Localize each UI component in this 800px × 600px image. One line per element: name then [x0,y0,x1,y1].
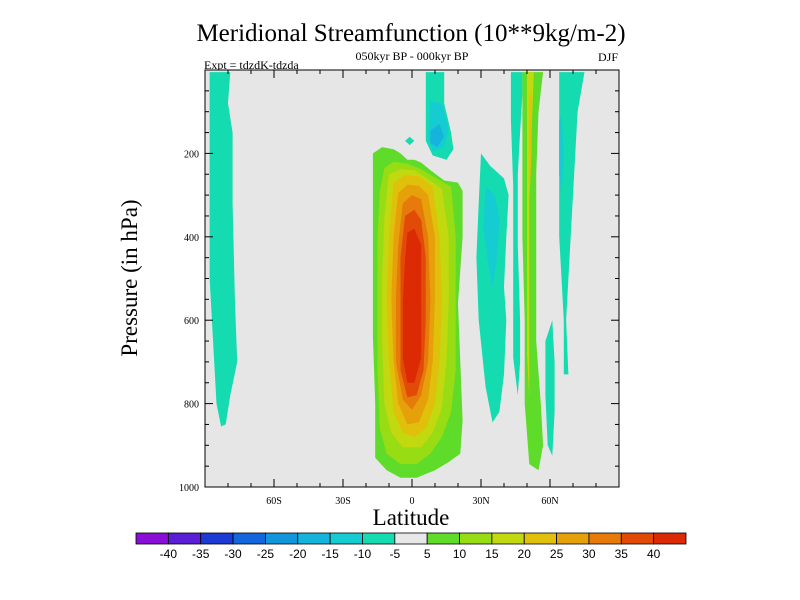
colorbar-swatch [459,532,493,545]
contour-equatorial-wisp [405,136,415,146]
chart-title: Meridional Streamfunction (10**9kg/m-2) [196,20,625,47]
contour-upper-equatorial-core [430,124,445,148]
colorbar-swatch [491,532,525,545]
colorbar-label: -20 [289,547,307,561]
colorbar-label: -35 [192,547,210,561]
colorbar-label: 30 [582,547,596,561]
chart-subtitle-right: DJF [598,50,618,64]
colorbar-label: 10 [453,547,467,561]
y-tick-label: 400 [184,233,199,244]
colorbar-label: -40 [160,547,178,561]
contour-tropical-core [402,228,422,383]
colorbar-swatch [556,532,590,545]
y-tick-label: 200 [184,149,199,160]
chart-subtitle-center: 050kyr BP - 000kyr BP [356,49,469,63]
colorbar-label: -5 [389,547,400,561]
x-tick-label: 60N [541,496,558,507]
contour-northern-yellow-streak [527,72,534,400]
contour-mid-latitude-north-inner [483,186,500,287]
colorbar-label: -25 [257,547,275,561]
colorbar-swatch [362,532,396,545]
colorbar-swatch [167,532,202,545]
contour-regions [209,72,585,478]
colorbar-swatch [620,532,655,545]
contour-far-north-inner [559,115,564,196]
colorbar-label: 25 [550,547,564,561]
colorbar-swatch [329,532,363,545]
colorbar-label: -15 [321,547,339,561]
colorbar-label: 35 [615,547,629,561]
y-axis-label: Pressure (in hPa) [117,199,142,356]
colorbar-swatch [523,532,557,545]
colorbar-label: 5 [424,547,431,561]
x-axis-label: Latitude [373,505,450,530]
contour-northern-orange-streak [529,95,532,204]
colorbar-swatch [426,532,460,545]
contour-south-polar-cell [209,72,238,427]
colorbar-swatch [588,532,622,545]
contour-far-north-lower [545,320,555,456]
contour-far-north-cell [559,72,585,375]
colorbar-swatch [653,532,687,545]
x-tick-label: 0 [410,496,415,507]
colorbar-label: -10 [354,547,372,561]
colorbar-swatch [394,532,428,545]
x-tick-label: 30S [335,496,351,507]
y-tick-label: 600 [184,316,199,327]
y-tick-label: 1000 [179,483,199,494]
colorbar-label: 15 [485,547,499,561]
x-tick-label: 30N [472,496,489,507]
colorbar-swatch [200,532,234,545]
colorbar-label: 40 [647,547,661,561]
colorbar-swatch [297,532,331,545]
y-tick-label: 800 [184,400,199,411]
x-tick-label: 60S [266,496,282,507]
chart-subtitle-left: Expt = tdzdK-tdzda [204,58,299,72]
contour-northern-cyan-streak [510,72,523,396]
colorbar-swatch [232,532,266,545]
colorbar-label: 20 [518,547,532,561]
colorbar-swatch [265,532,299,545]
plot-area [204,69,620,488]
colorbar-label: -30 [224,547,242,561]
colorbar: -40 -35 -30 -25 -20 -15 -10 -5 5 10 15 20 25 30 35 40 [135,532,687,561]
axis-ticks [204,69,620,488]
colorbar-swatch [135,532,169,545]
